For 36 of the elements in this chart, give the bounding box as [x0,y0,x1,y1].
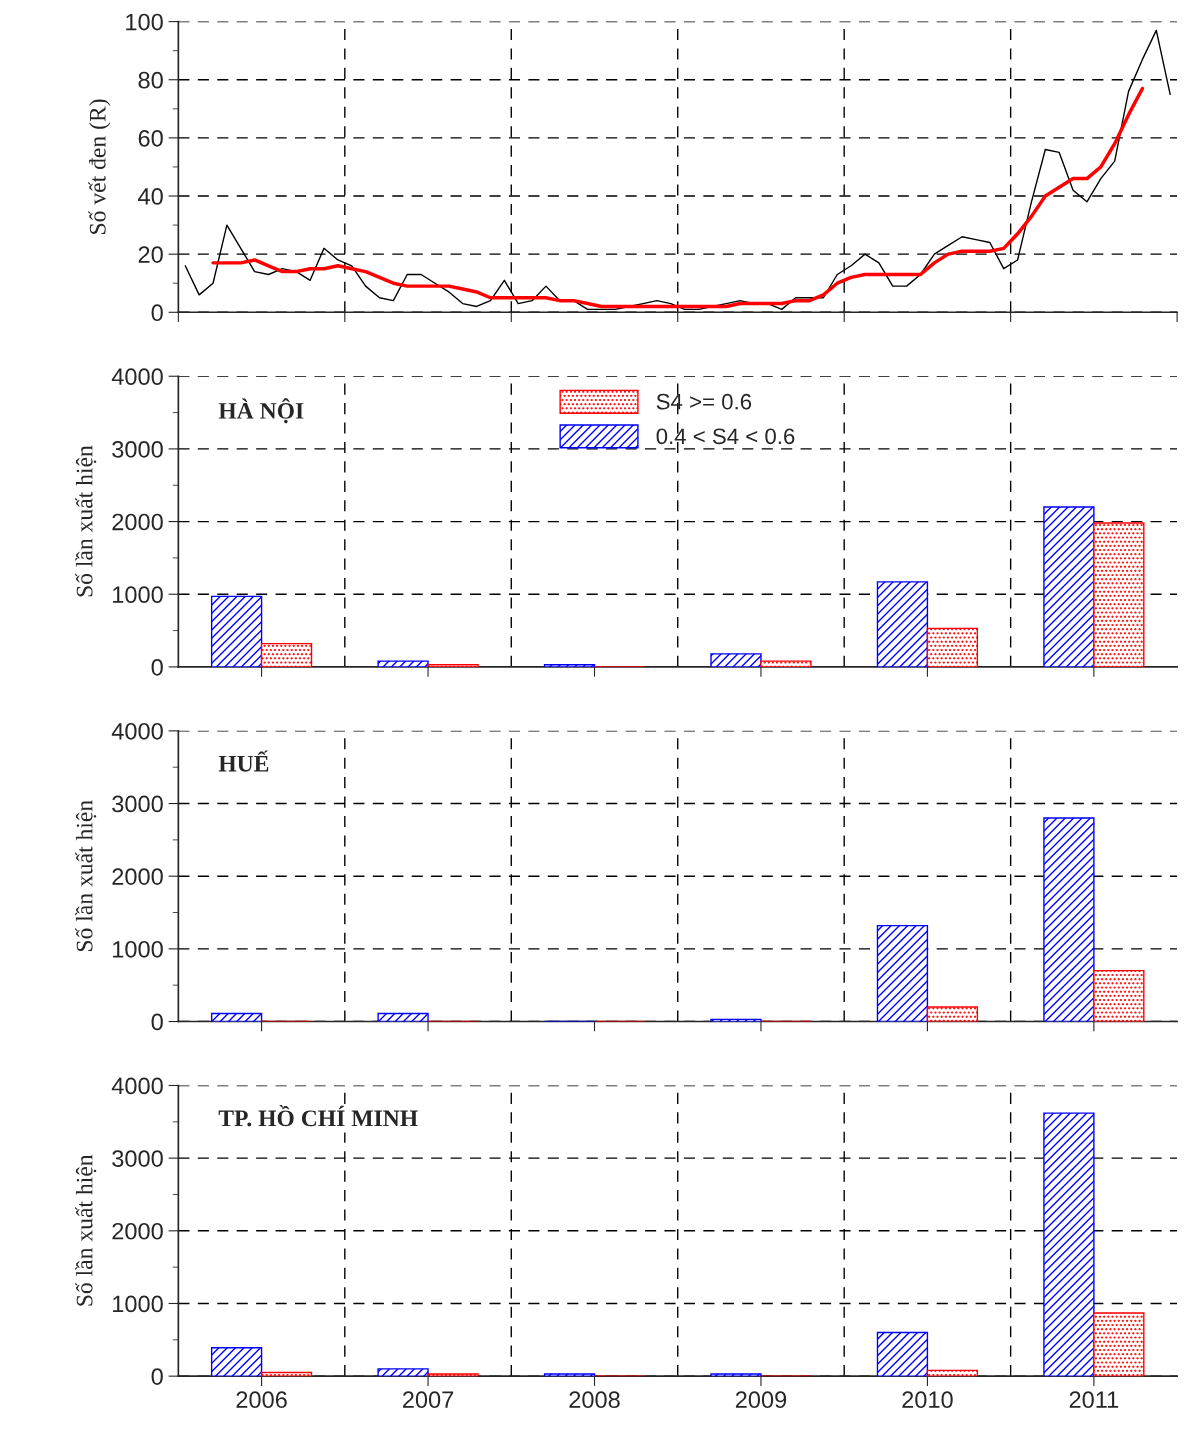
y-tick-label: 4000 [111,368,163,386]
y-tick-label: 80 [138,71,163,89]
y-tick-label: 0 [151,658,163,676]
annotation: TP. HỒ CHÍ MINH [218,1105,418,1127]
x-tick-label: 2009 [735,1391,787,1409]
y-tick-label: 20 [138,246,163,263]
y-tick-label: 60 [138,129,163,147]
x-tick-label: 2010 [902,1391,953,1409]
y-tick-label: 1000 [113,586,163,604]
legend-label: 0.4 < S4 < 0.6 [656,428,795,445]
annotation: HUẾ [218,750,269,772]
y-tick-label: 1000 [113,940,163,958]
y-axis-title: Số lần xuất hiện [75,800,97,952]
annotation: HÀ NỘI [218,398,304,424]
x-tick-label: 2011 [1069,1391,1119,1409]
legend-label: S4 >= 0.6 [656,393,752,410]
x-tick-label: 2008 [569,1391,620,1409]
y-tick-label: 0 [151,1368,163,1385]
y-tick-label: 4000 [111,1077,163,1095]
y-tick-label: 3000 [112,795,163,813]
y-axis-title: Số lần xuất hiện [75,1154,97,1306]
x-tick-label: 2007 [402,1391,454,1409]
y-tick-label: 40 [138,188,163,205]
y-tick-label: 2000 [112,868,163,885]
y-tick-label: 3000 [112,440,163,458]
y-tick-label: 3000 [112,1150,163,1167]
y-axis-title: Số vết đen (R) [88,99,111,234]
y-tick-label: 2000 [112,1222,163,1240]
x-tick-label: 2006 [236,1391,287,1409]
y-tick-label: 2000 [112,513,163,531]
y-tick-label: 100 [126,13,163,31]
y-tick-label: 0 [151,1013,163,1031]
y-axis-title: Số lần xuất hiện [75,445,97,597]
y-tick-label: 4000 [111,722,163,740]
y-tick-label: 1000 [113,1295,163,1313]
y-tick-label: 0 [151,304,163,322]
